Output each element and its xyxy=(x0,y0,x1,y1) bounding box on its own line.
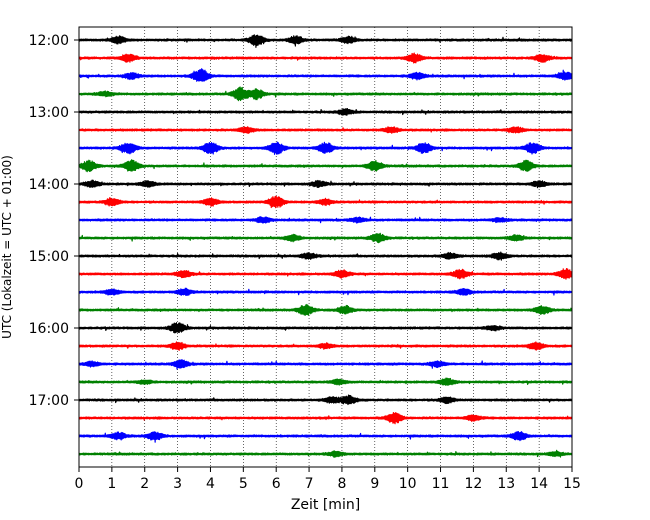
trace-line xyxy=(78,232,573,244)
x-axis-label: Zeit [min] xyxy=(291,497,360,513)
x-tick-label: 8 xyxy=(337,476,346,492)
x-tick-label: 3 xyxy=(173,476,182,492)
y-tick-label: 13:00 xyxy=(29,105,69,121)
trace-line xyxy=(78,411,573,425)
x-tick-label: 0 xyxy=(75,476,84,492)
trace-line xyxy=(78,108,573,116)
trace-line xyxy=(78,268,573,280)
trace-line xyxy=(78,377,573,386)
trace-line xyxy=(78,216,573,224)
trace-line xyxy=(78,251,573,261)
x-tick-label: 2 xyxy=(140,476,149,492)
x-tick-label: 12 xyxy=(464,476,482,492)
y-axis-label: UTC (Lokalzeit = UTC + 01:00) xyxy=(0,155,14,339)
x-tick-label: 7 xyxy=(305,476,314,492)
trace-line xyxy=(78,86,573,102)
trace-line xyxy=(78,141,573,155)
y-ticks: 12:00 13:00 14:00 15:00 16:00 17:00 xyxy=(29,33,79,409)
trace-line xyxy=(78,34,573,48)
x-tick-label: 4 xyxy=(206,476,215,492)
trace-line xyxy=(78,195,573,209)
x-ticks: 0 1 2 3 4 5 6 7 8 9 10 11 12 13 14 15 xyxy=(75,467,581,492)
traces xyxy=(78,34,573,458)
trace-line xyxy=(78,159,573,173)
trace-line xyxy=(78,303,573,316)
x-tick-label: 6 xyxy=(272,476,281,492)
y-tick-label: 16:00 xyxy=(29,321,69,337)
x-tick-label: 11 xyxy=(432,476,450,492)
x-tick-label: 15 xyxy=(563,476,581,492)
trace-line xyxy=(78,394,573,406)
x-tick-label: 9 xyxy=(370,476,379,492)
trace-line xyxy=(78,359,573,370)
trace-line xyxy=(78,449,573,458)
trace-line xyxy=(78,68,573,82)
grid-lines xyxy=(111,27,540,467)
y-tick-label: 14:00 xyxy=(29,177,69,193)
x-tick-label: 5 xyxy=(239,476,248,492)
plot-frame xyxy=(78,26,573,468)
x-tick-label: 10 xyxy=(399,476,417,492)
y-tick-label: 17:00 xyxy=(29,393,69,409)
trace-line xyxy=(78,287,573,297)
trace-line xyxy=(78,179,573,189)
trace-line xyxy=(78,430,573,443)
trace-line xyxy=(78,341,573,351)
y-tick-label: 12:00 xyxy=(29,33,69,49)
x-tick-label: 1 xyxy=(107,476,116,492)
x-tick-label: 13 xyxy=(497,476,515,492)
trace-line xyxy=(78,322,573,334)
y-tick-label: 15:00 xyxy=(29,249,69,265)
x-tick-label: 14 xyxy=(530,476,548,492)
trace-line xyxy=(78,126,573,134)
trace-line xyxy=(78,52,573,64)
